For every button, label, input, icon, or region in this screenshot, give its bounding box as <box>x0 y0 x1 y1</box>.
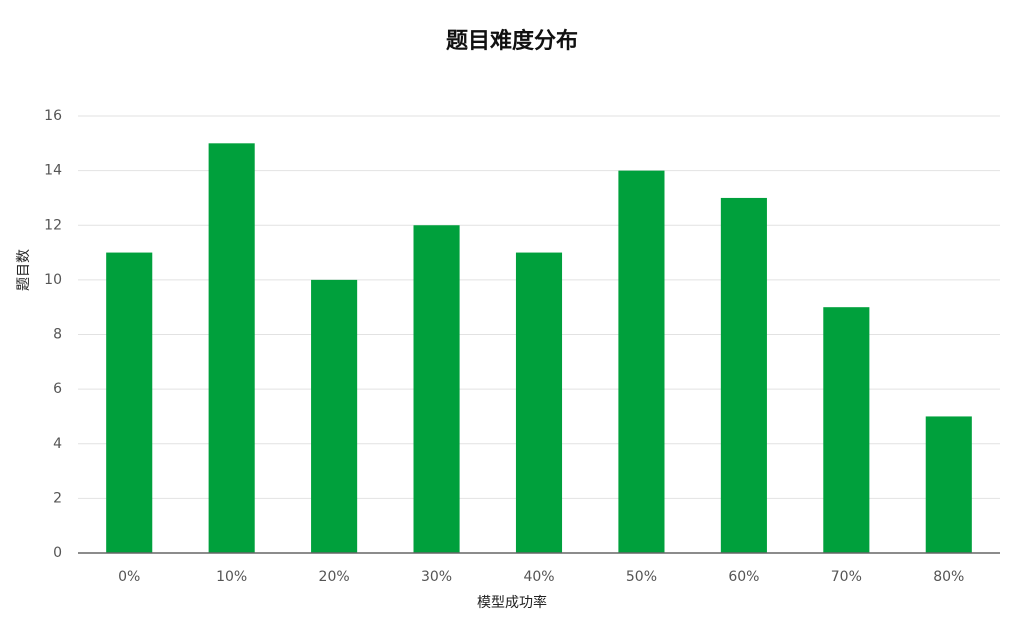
x-tick-label: 80% <box>933 569 964 585</box>
x-tick-label: 50% <box>626 569 657 585</box>
bar <box>106 252 153 553</box>
chart-title: 题目难度分布 <box>446 28 578 54</box>
y-tick-label: 12 <box>44 217 62 233</box>
y-tick-label: 10 <box>44 272 62 288</box>
y-tick-label: 16 <box>44 108 62 124</box>
bar <box>413 225 460 553</box>
bar <box>515 252 563 553</box>
y-tick-label: 4 <box>53 436 62 452</box>
bar <box>208 143 255 553</box>
y-tick-label: 8 <box>53 327 62 343</box>
x-tick-label: 60% <box>728 569 759 585</box>
y-tick-label: 0 <box>53 545 62 561</box>
x-tick-label: 40% <box>523 569 554 585</box>
bar <box>311 279 358 553</box>
x-tick-label: 30% <box>421 569 452 585</box>
y-tick-label: 6 <box>53 381 62 397</box>
bar <box>720 197 767 553</box>
x-tick-label: 10% <box>216 569 247 585</box>
bar <box>618 170 665 553</box>
x-tick-label: 70% <box>831 569 862 585</box>
x-tick-label: 0% <box>118 569 140 585</box>
y-tick-label: 2 <box>53 490 62 506</box>
bar <box>823 307 870 553</box>
y-tick-label: 14 <box>44 163 62 179</box>
x-tick-label: 20% <box>319 569 350 585</box>
bar <box>925 416 972 553</box>
x-axis-title: 模型成功率 <box>477 594 547 611</box>
y-axis-title: 题目数 <box>16 249 32 291</box>
